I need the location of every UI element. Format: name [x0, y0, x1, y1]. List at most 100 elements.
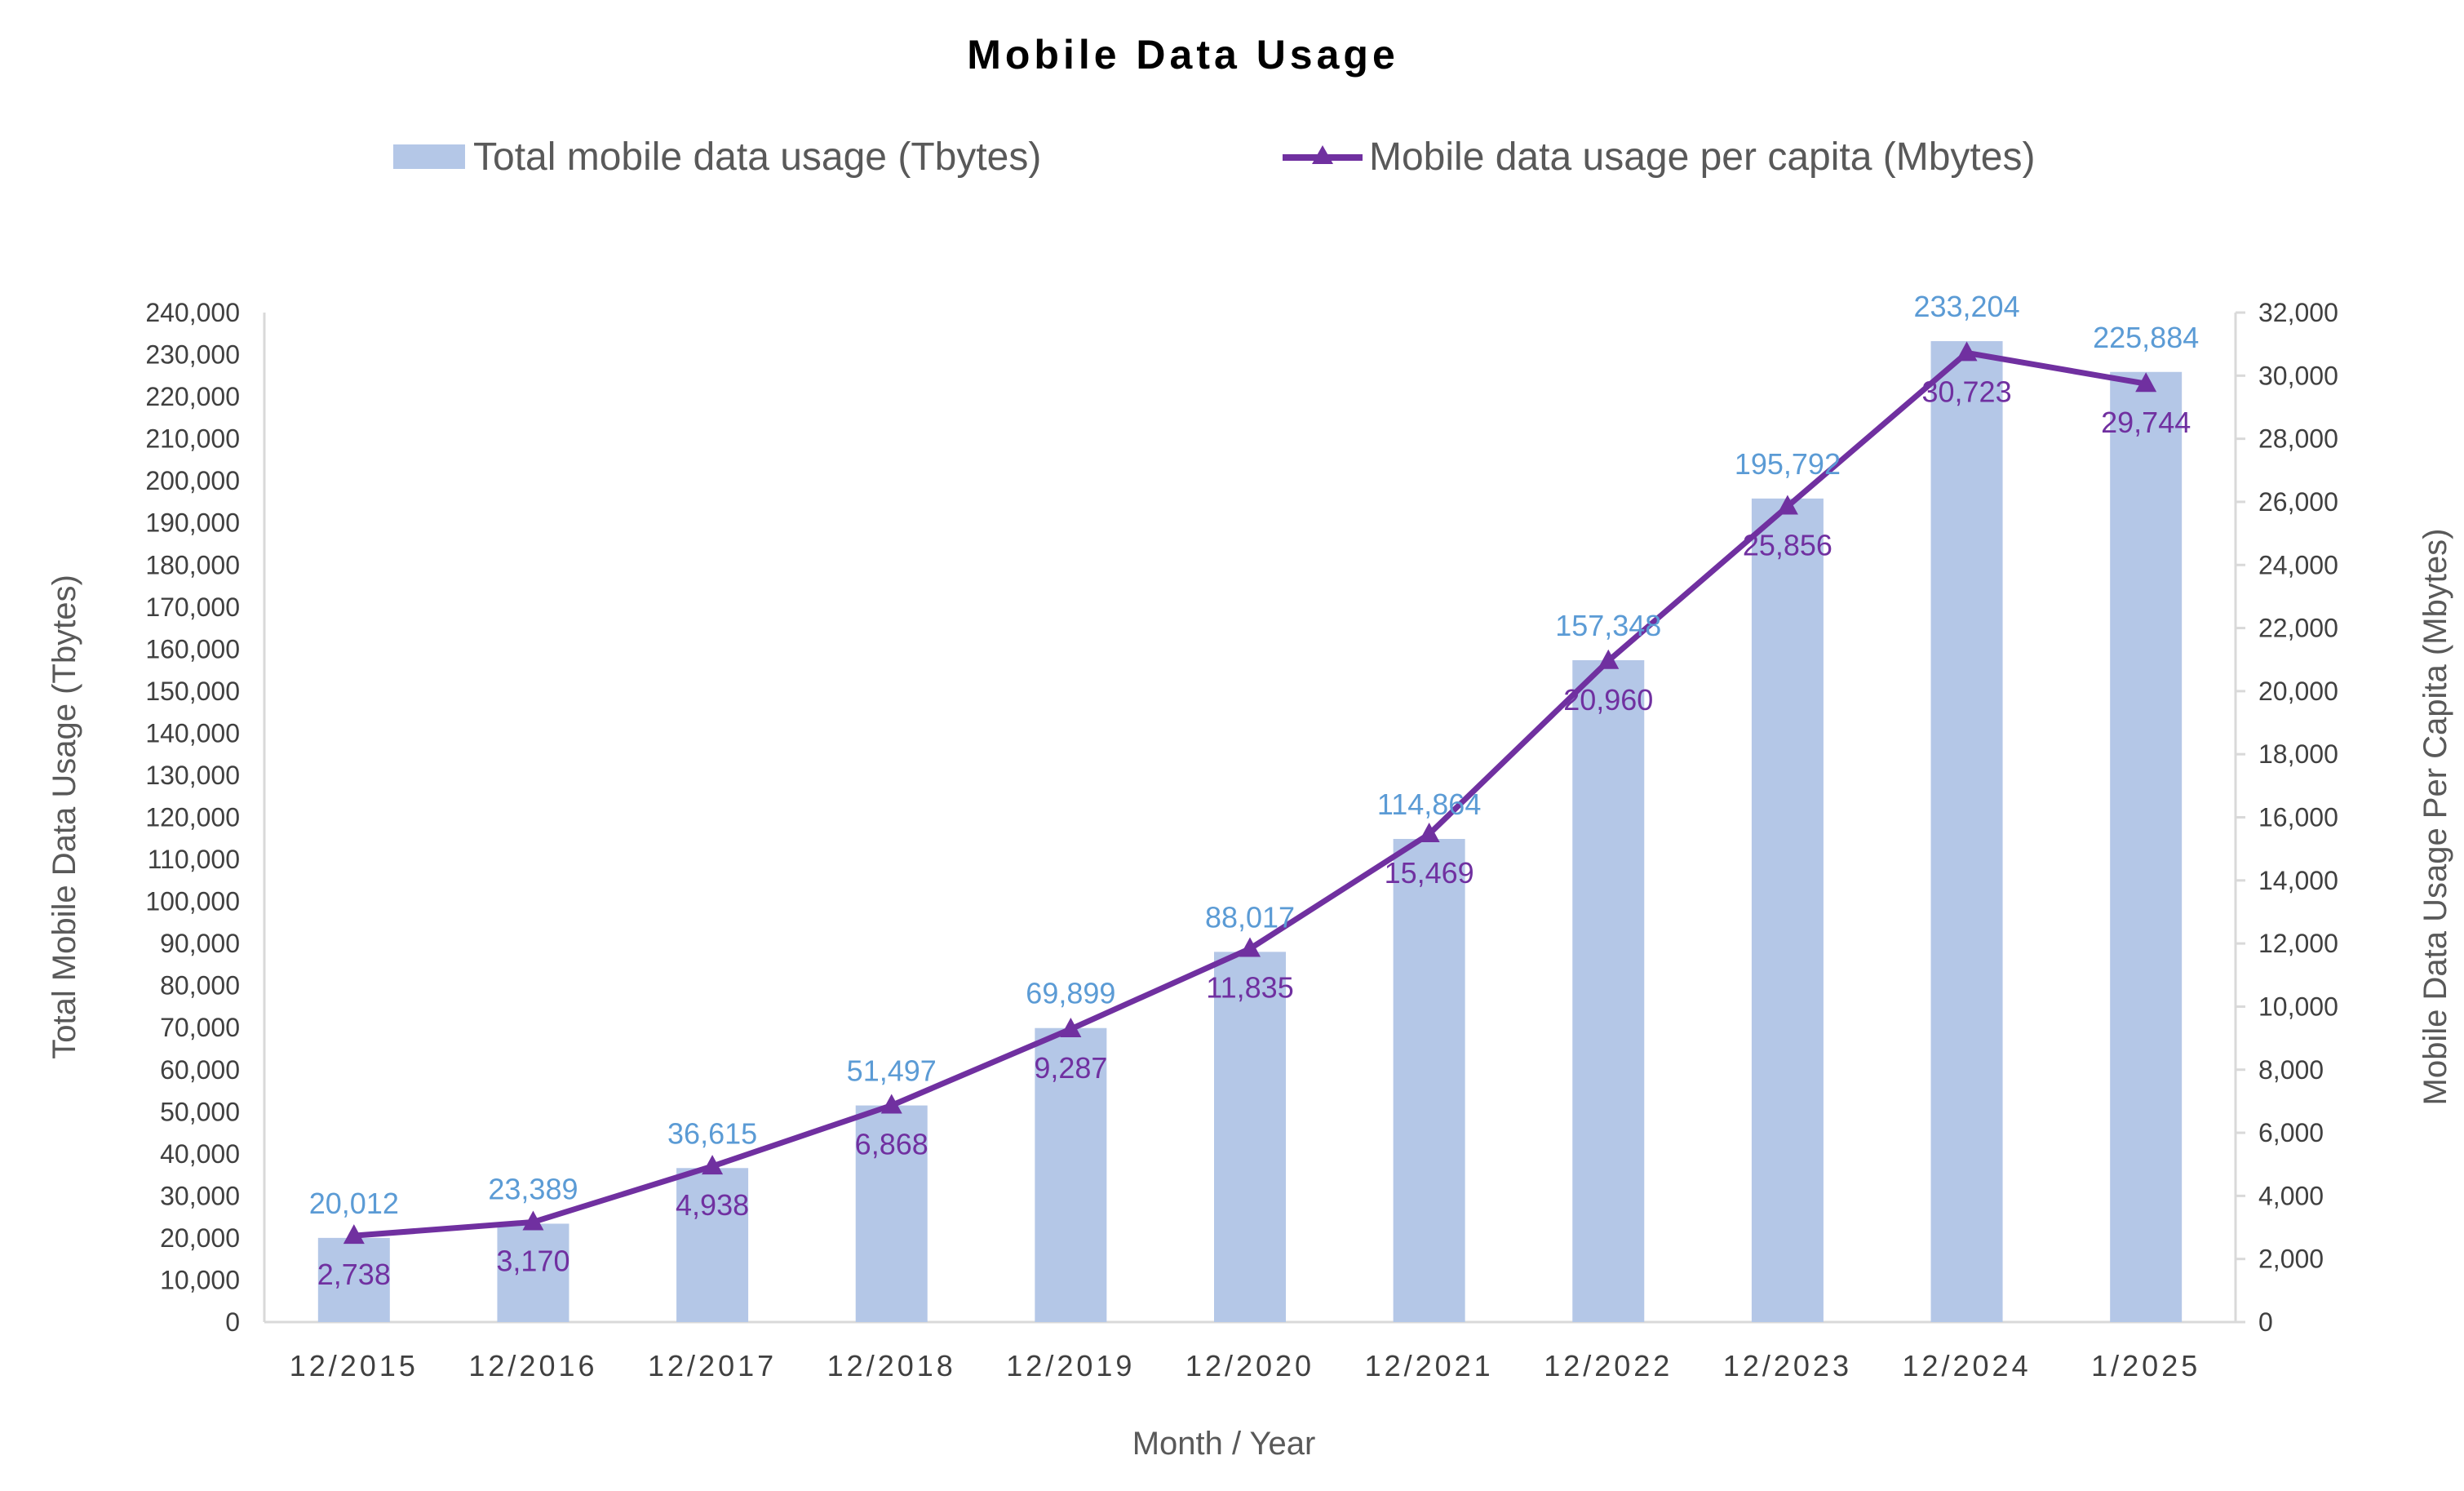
bar	[1393, 838, 1465, 1322]
bar	[497, 1223, 569, 1322]
legend: Total mobile data usage (Tbytes) Mobile …	[393, 135, 2035, 179]
left-axis-tick-label: 100,000	[145, 887, 240, 916]
left-axis-tick-label: 30,000	[160, 1181, 240, 1210]
left-axis-tick-label: 80,000	[160, 971, 240, 1001]
x-axis-tick-label: 12/2023	[1723, 1349, 1852, 1382]
right-axis-tick-label: 0	[2258, 1307, 2273, 1337]
left-axis-tick-label: 210,000	[145, 424, 240, 454]
left-axis-tick-label: 160,000	[145, 634, 240, 663]
line-data-label: 2,738	[317, 1258, 391, 1291]
line-point-marker	[702, 1155, 724, 1175]
x-axis-title: Month / Year	[1132, 1426, 1316, 1462]
left-axis-tick-label: 220,000	[145, 382, 240, 411]
bar	[676, 1168, 749, 1322]
line-data-label: 6,868	[855, 1128, 928, 1161]
line-data-label: 9,287	[1034, 1051, 1107, 1085]
bar	[1930, 341, 2003, 1322]
bar	[1572, 660, 1645, 1322]
x-axis-tick-label: 1/2025	[2091, 1349, 2200, 1382]
bar-data-labels: 20,012 23,389 36,615 51,497 69,899 88,017 114,…	[309, 290, 2199, 1220]
right-axis-tick-label: 32,000	[2258, 298, 2338, 327]
line-point-marker	[1060, 1017, 1082, 1037]
right-axis-tick-label: 30,000	[2258, 361, 2338, 390]
left-axis-ticks: 0 10,000 20,000 30,000 40,000 50,000 60,000 70,…	[145, 298, 240, 1337]
line-point-marker	[1418, 823, 1440, 843]
right-axis-tick-label: 14,000	[2258, 866, 2338, 895]
left-axis-tick-label: 90,000	[160, 929, 240, 958]
bar	[1214, 952, 1286, 1322]
left-axis-tick-label: 150,000	[145, 677, 240, 706]
right-axis-tick-label: 22,000	[2258, 614, 2338, 643]
x-axis-tick-label: 12/2024	[1902, 1349, 2031, 1382]
bar-data-label: 36,615	[667, 1116, 757, 1150]
right-axis-tick-label: 24,000	[2258, 550, 2338, 579]
right-axis-tick-label: 10,000	[2258, 992, 2338, 1021]
bar-data-label: 69,899	[1026, 977, 1115, 1010]
line-point-marker	[1776, 495, 1798, 515]
line-series	[343, 341, 2157, 1245]
legend-triangle-marker-icon	[1312, 145, 1333, 164]
line-data-label: 29,744	[2101, 406, 2191, 439]
line-point-marker	[1598, 649, 1620, 669]
line-data-label: 25,856	[1743, 529, 1832, 562]
left-axis-tick-label: 230,000	[145, 340, 240, 370]
bar	[1751, 498, 1824, 1322]
line-data-labels: 2,738 3,170 4,938 6,868 9,287 11,835 15,469 20,…	[317, 375, 2191, 1291]
bar	[1035, 1027, 1107, 1322]
x-axis-ticks: 12/2015 12/2016 12/2017 12/2018 12/2019 12/20…	[290, 1349, 2200, 1382]
right-axis-tick-label: 12,000	[2258, 929, 2338, 958]
right-axis-tick-label: 4,000	[2258, 1181, 2324, 1210]
x-axis-tick-label: 12/2017	[648, 1349, 777, 1382]
right-axis-tick-label: 6,000	[2258, 1118, 2324, 1147]
right-axis-tick-label: 16,000	[2258, 803, 2338, 832]
line-data-label: 11,835	[1206, 971, 1293, 1005]
line-data-label: 3,170	[496, 1244, 569, 1277]
left-axis-tick-label: 200,000	[145, 466, 240, 495]
line-data-label: 30,723	[1921, 375, 2011, 408]
x-axis-tick-label: 12/2018	[827, 1349, 956, 1382]
left-axis-tick-label: 240,000	[145, 298, 240, 327]
left-axis-tick-label: 130,000	[145, 761, 240, 790]
bar	[317, 1237, 390, 1322]
legend-label-per-capita: Mobile data usage per capita (Mbytes)	[1369, 135, 2035, 179]
x-axis-tick-label: 12/2016	[468, 1349, 597, 1382]
bar-data-label: 233,204	[1913, 290, 2019, 323]
legend-bar-swatch	[393, 144, 465, 169]
bar-series	[317, 341, 2183, 1322]
bar-data-label: 195,792	[1735, 447, 1841, 481]
bar-data-label: 20,012	[309, 1187, 399, 1220]
line-point-marker	[1956, 341, 1978, 362]
left-axis-tick-label: 40,000	[160, 1139, 240, 1169]
bar-data-label: 51,497	[847, 1054, 937, 1088]
chart-title: Mobile Data Usage	[967, 32, 1399, 78]
right-axis-tick-label: 18,000	[2258, 739, 2338, 769]
left-axis-tick-label: 50,000	[160, 1097, 240, 1126]
x-axis-tick-label: 12/2019	[1006, 1349, 1135, 1382]
line-point-marker	[522, 1210, 544, 1231]
left-axis-tick-label: 140,000	[145, 718, 240, 748]
x-axis-tick-label: 12/2022	[1544, 1349, 1673, 1382]
left-axis-title: Total Mobile Data Usage (Tbytes)	[47, 575, 82, 1059]
left-axis-tick-label: 170,000	[145, 592, 240, 622]
line-data-label: 15,469	[1385, 856, 1474, 890]
bar-data-label: 225,884	[2093, 321, 2199, 354]
legend-label-total-usage: Total mobile data usage (Tbytes)	[473, 135, 1041, 179]
left-axis-tick-label: 60,000	[160, 1055, 240, 1085]
bar	[2110, 371, 2183, 1322]
line-point-marker	[1239, 937, 1261, 957]
right-axis-ticks: 0 2,000 4,000 6,000 8,000 10,000 12,000 14,000 1…	[2236, 298, 2338, 1337]
line-point-marker	[2135, 372, 2157, 393]
bar-data-label: 114,864	[1377, 788, 1481, 821]
left-axis-tick-label: 0	[225, 1307, 240, 1337]
x-axis-tick-label: 12/2015	[290, 1349, 419, 1382]
line-point-marker	[343, 1224, 365, 1245]
x-axis-tick-label: 12/2021	[1365, 1349, 1494, 1382]
left-axis-tick-label: 70,000	[160, 1013, 240, 1042]
left-axis-tick-label: 180,000	[145, 550, 240, 579]
right-axis-tick-label: 20,000	[2258, 677, 2338, 706]
left-axis-tick-label: 190,000	[145, 508, 240, 538]
line-data-label: 20,960	[1563, 683, 1653, 717]
right-axis-tick-label: 8,000	[2258, 1055, 2324, 1085]
right-axis-title: Mobile Data Usage Per Capita (Mbytes)	[2417, 529, 2453, 1106]
